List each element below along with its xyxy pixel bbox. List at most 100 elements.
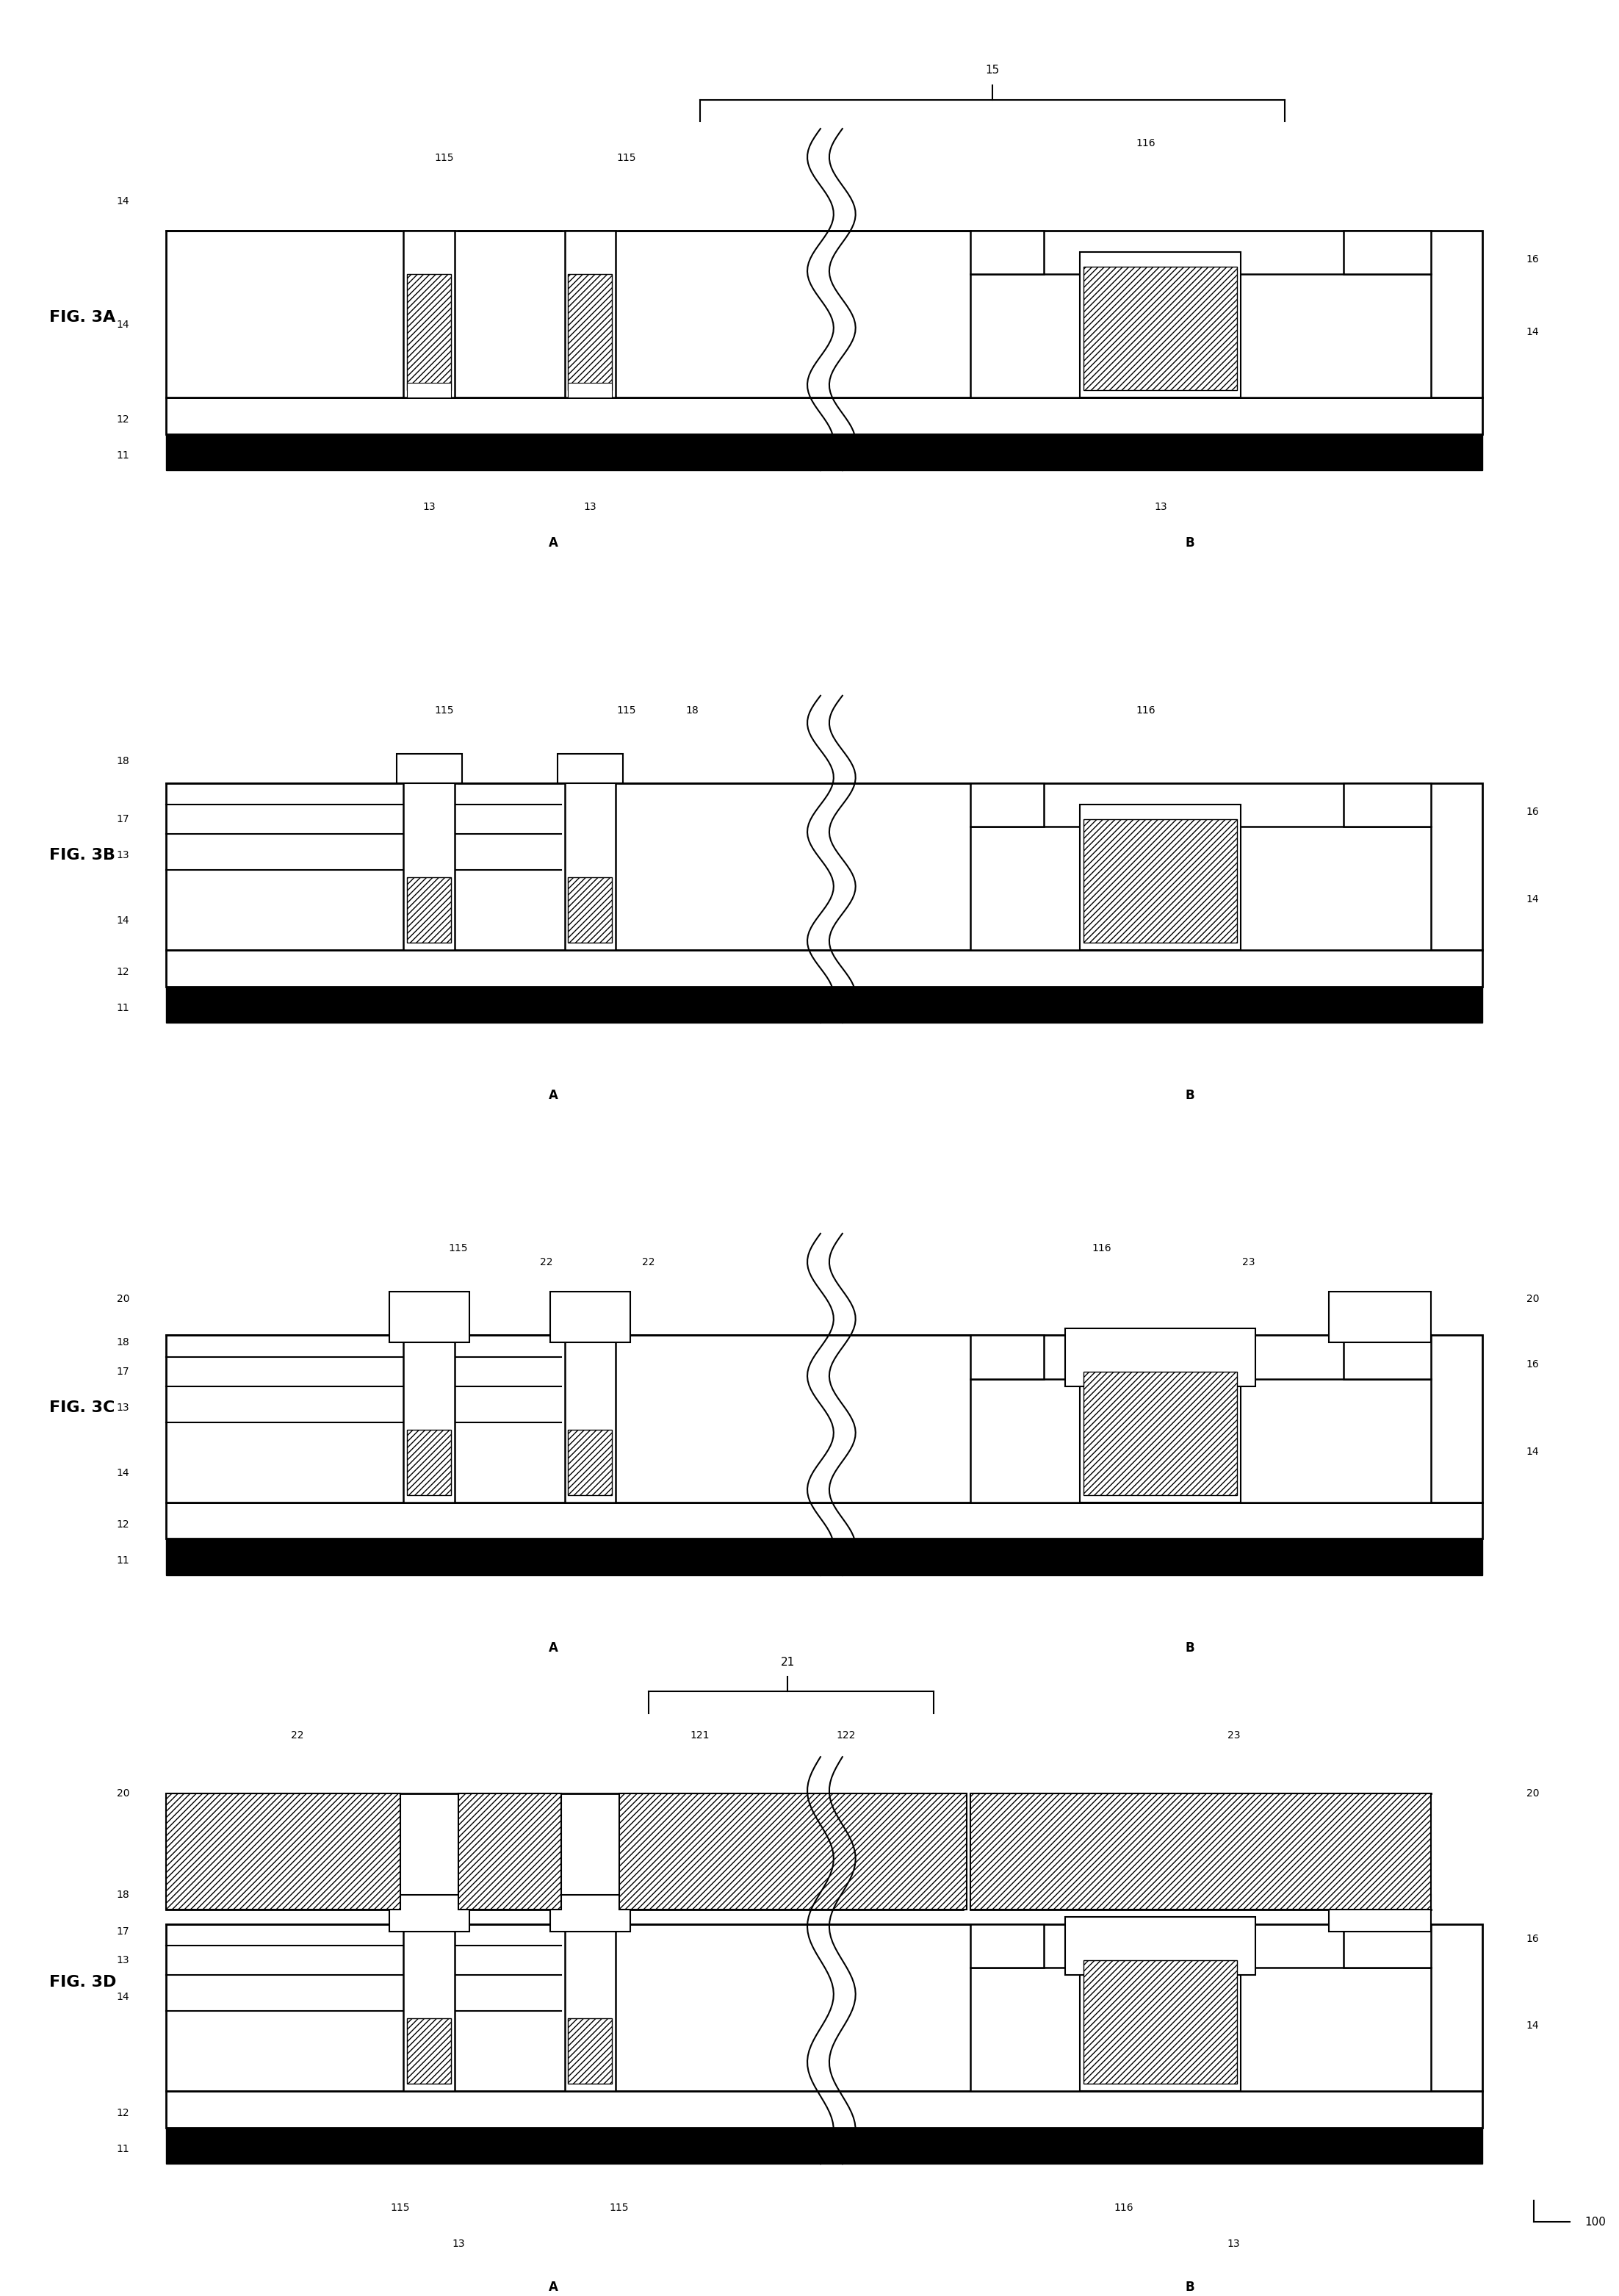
- Bar: [1080, 804, 1240, 951]
- Text: 14: 14: [1527, 2020, 1540, 2032]
- Bar: [397, 753, 461, 783]
- Text: 115: 115: [610, 2202, 630, 2213]
- Text: 116: 116: [1137, 138, 1156, 149]
- Text: 13: 13: [1227, 2239, 1240, 2250]
- Text: FIG. 3D: FIG. 3D: [49, 1975, 117, 1991]
- Bar: [167, 1924, 1483, 2092]
- Text: 11: 11: [117, 1003, 130, 1013]
- Bar: [1344, 1924, 1431, 1968]
- Bar: [550, 1293, 630, 1343]
- Bar: [1065, 1327, 1256, 1387]
- Bar: [557, 753, 623, 783]
- Text: 20: 20: [117, 1295, 130, 1304]
- Bar: [408, 383, 452, 397]
- Text: 115: 115: [617, 705, 636, 716]
- Bar: [568, 273, 612, 390]
- Text: 16: 16: [1527, 1933, 1540, 1945]
- Text: 13: 13: [117, 1403, 130, 1412]
- Bar: [970, 273, 1431, 397]
- Bar: [568, 2018, 612, 2085]
- Text: 18: 18: [117, 1890, 130, 1901]
- Bar: [565, 1320, 615, 1502]
- Text: 122: 122: [837, 1729, 856, 1740]
- Text: 20: 20: [117, 1789, 130, 1798]
- Bar: [403, 769, 455, 951]
- Bar: [167, 2128, 1483, 2163]
- Bar: [1083, 1371, 1237, 1495]
- Bar: [1080, 1945, 1240, 2092]
- Bar: [1083, 820, 1237, 944]
- Bar: [970, 1336, 1044, 1380]
- Text: 18: 18: [686, 705, 699, 716]
- Text: 20: 20: [1527, 1295, 1540, 1304]
- Text: 12: 12: [117, 413, 130, 425]
- Text: 115: 115: [617, 152, 636, 163]
- Bar: [970, 1968, 1431, 2092]
- Text: FIG. 3B: FIG. 3B: [49, 847, 115, 863]
- Text: FIG. 3A: FIG. 3A: [49, 310, 115, 326]
- Bar: [403, 1910, 455, 2092]
- Text: 13: 13: [117, 850, 130, 861]
- Text: 17: 17: [117, 1366, 130, 1378]
- Bar: [1065, 1917, 1256, 1975]
- Text: 115: 115: [448, 1242, 468, 1254]
- Bar: [408, 1430, 452, 1495]
- Text: 21: 21: [780, 1658, 795, 1667]
- Bar: [970, 1924, 1044, 1968]
- Text: 23: 23: [1227, 1729, 1240, 1740]
- Text: 115: 115: [434, 152, 453, 163]
- Bar: [1344, 230, 1431, 273]
- Text: A: A: [549, 1642, 559, 1655]
- Text: 115: 115: [434, 705, 453, 716]
- Bar: [550, 1894, 630, 1931]
- Text: B: B: [1185, 2280, 1195, 2294]
- Text: 17: 17: [117, 815, 130, 824]
- Bar: [167, 783, 1483, 951]
- Text: 11: 11: [117, 1554, 130, 1566]
- Bar: [408, 273, 452, 390]
- Bar: [167, 1793, 400, 1910]
- Text: B: B: [1185, 1642, 1195, 1655]
- Bar: [167, 1502, 1483, 1538]
- Text: 13: 13: [452, 2239, 465, 2250]
- Text: 11: 11: [117, 450, 130, 461]
- Bar: [620, 1793, 967, 1910]
- Text: A: A: [549, 2280, 559, 2294]
- Bar: [565, 1910, 615, 2092]
- Text: 13: 13: [117, 1956, 130, 1965]
- Text: FIG. 3C: FIG. 3C: [49, 1401, 115, 1414]
- Text: 22: 22: [539, 1258, 552, 1267]
- Bar: [458, 1793, 560, 1910]
- Text: A: A: [549, 1088, 559, 1102]
- Text: 12: 12: [117, 1520, 130, 1529]
- Text: B: B: [1185, 537, 1195, 549]
- Text: 12: 12: [117, 2108, 130, 2119]
- Text: 11: 11: [117, 2144, 130, 2154]
- Text: 13: 13: [423, 501, 436, 512]
- Bar: [1344, 1336, 1431, 1380]
- Text: 14: 14: [1527, 326, 1540, 338]
- Bar: [970, 230, 1044, 273]
- Bar: [167, 230, 1483, 397]
- Bar: [167, 434, 1483, 471]
- Text: 23: 23: [1242, 1258, 1255, 1267]
- Text: 14: 14: [117, 1991, 130, 2002]
- Text: 14: 14: [1527, 1446, 1540, 1456]
- Bar: [970, 1380, 1431, 1502]
- Text: B: B: [1185, 1088, 1195, 1102]
- Bar: [403, 1320, 455, 1502]
- Text: 121: 121: [690, 1729, 709, 1740]
- Text: 16: 16: [1527, 255, 1540, 264]
- Text: 12: 12: [117, 967, 130, 978]
- Text: 15: 15: [986, 64, 999, 76]
- Bar: [167, 397, 1483, 434]
- Text: 18: 18: [117, 755, 130, 767]
- Bar: [1329, 1293, 1431, 1343]
- Bar: [1344, 783, 1431, 827]
- Bar: [568, 383, 612, 397]
- Text: 116: 116: [1093, 1242, 1112, 1254]
- Bar: [167, 987, 1483, 1022]
- Bar: [568, 1430, 612, 1495]
- Text: 16: 16: [1527, 1359, 1540, 1368]
- Text: 18: 18: [117, 1336, 130, 1348]
